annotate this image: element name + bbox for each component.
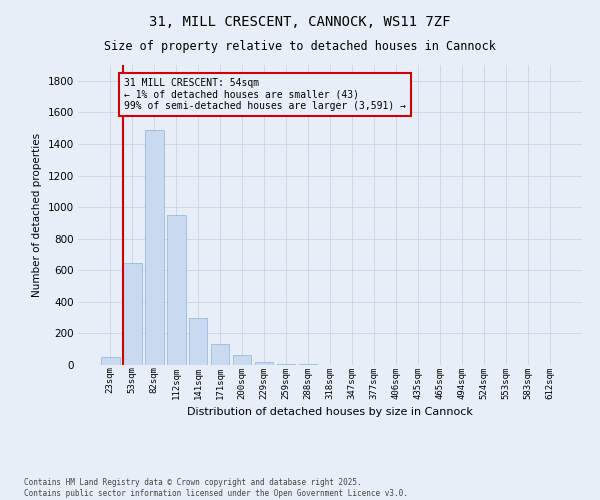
Text: Size of property relative to detached houses in Cannock: Size of property relative to detached ho…: [104, 40, 496, 53]
X-axis label: Distribution of detached houses by size in Cannock: Distribution of detached houses by size …: [187, 407, 473, 417]
Bar: [233, 354, 251, 365]
Bar: [211, 344, 229, 365]
Y-axis label: Number of detached properties: Number of detached properties: [32, 133, 42, 297]
Bar: [145, 130, 164, 365]
Text: 31 MILL CRESCENT: 54sqm
← 1% of detached houses are smaller (43)
99% of semi-det: 31 MILL CRESCENT: 54sqm ← 1% of detached…: [124, 78, 406, 111]
Bar: [277, 364, 295, 365]
Bar: [101, 358, 119, 365]
Bar: [123, 262, 142, 365]
Bar: [299, 364, 317, 365]
Bar: [167, 215, 185, 365]
Text: 31, MILL CRESCENT, CANNOCK, WS11 7ZF: 31, MILL CRESCENT, CANNOCK, WS11 7ZF: [149, 15, 451, 29]
Text: Contains HM Land Registry data © Crown copyright and database right 2025.
Contai: Contains HM Land Registry data © Crown c…: [24, 478, 408, 498]
Bar: [255, 362, 274, 365]
Bar: [189, 318, 208, 365]
